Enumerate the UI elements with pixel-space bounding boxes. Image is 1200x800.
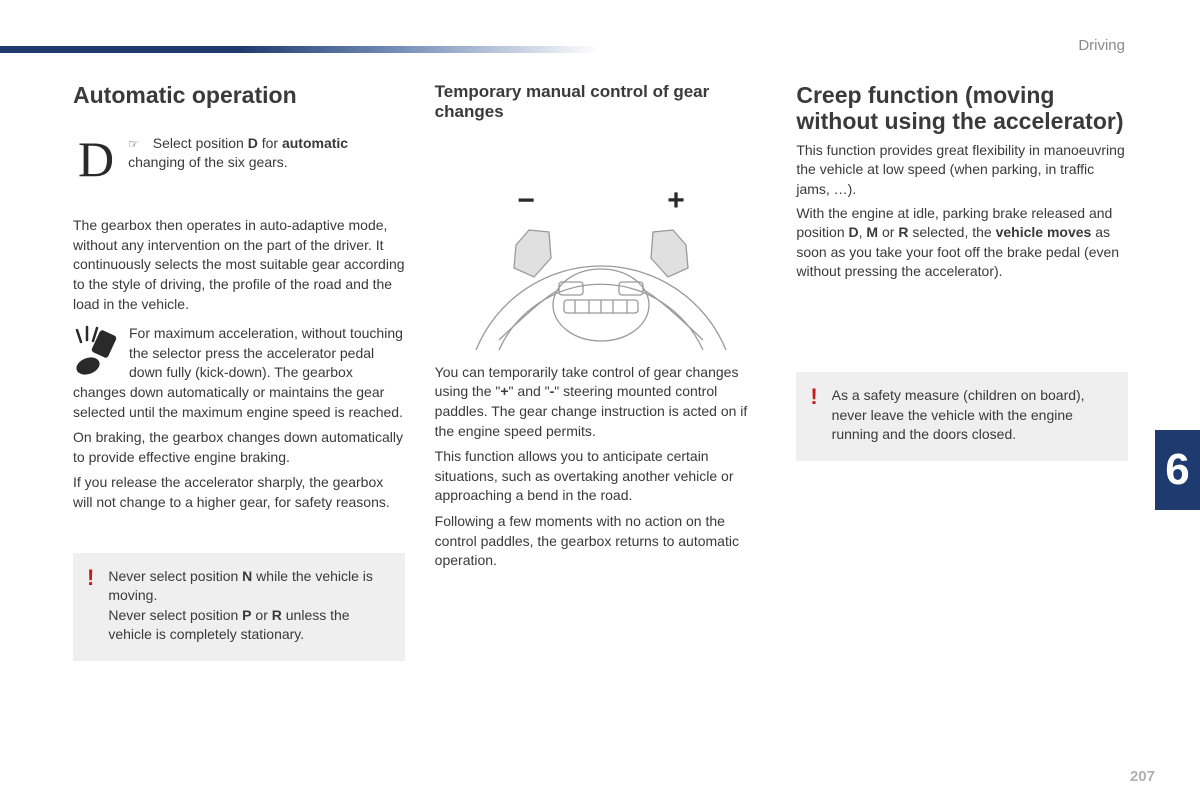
- t: changing of the six gears.: [128, 154, 288, 170]
- para-adaptive: The gearbox then operates in auto-adapti…: [73, 216, 405, 314]
- warning-text: Never select position N while the vehicl…: [108, 567, 386, 645]
- para-idle: With the engine at idle, parking brake r…: [796, 204, 1128, 282]
- t: or: [878, 224, 898, 240]
- t: P: [242, 607, 251, 623]
- para-return: Following a few moments with no action o…: [435, 512, 767, 571]
- para-paddles: You can temporarily take control of gear…: [435, 363, 767, 441]
- select-instruction: ☞ Select position D for automatic changi…: [128, 134, 405, 172]
- svg-text:+: +: [667, 184, 685, 217]
- para-flex: This function provides great flexibility…: [796, 141, 1128, 200]
- title-automatic: Automatic operation: [73, 82, 405, 108]
- steering-wheel-diagram: − +: [435, 135, 767, 355]
- t: for: [258, 135, 282, 151]
- gear-row: D ☞ Select position D for automatic chan…: [73, 134, 405, 172]
- content: Automatic operation D ☞ Select position …: [73, 82, 1128, 661]
- gear-indicator: D: [78, 134, 114, 184]
- t: " and ": [509, 383, 550, 399]
- para-kickdown: For maximum acceleration, without touchi…: [73, 324, 405, 422]
- t: R: [898, 224, 908, 240]
- top-banner: [0, 46, 600, 53]
- t: Never select position: [108, 568, 242, 584]
- t: or: [252, 607, 272, 623]
- t: M: [866, 224, 878, 240]
- warning-box-safety: ! As a safety measure (children on board…: [796, 372, 1128, 461]
- para-release: If you release the accelerator sharply, …: [73, 473, 405, 512]
- warning-box-neutral: ! Never select position N while the vehi…: [73, 553, 405, 661]
- warning-icon: !: [87, 567, 94, 589]
- chapter-tab: 6: [1155, 430, 1200, 510]
- section-label: Driving: [1078, 37, 1125, 54]
- para-braking: On braking, the gearbox changes down aut…: [73, 428, 405, 467]
- title-manual: Temporary manual control of gear changes: [435, 82, 767, 123]
- t: +: [500, 383, 508, 399]
- title-creep: Creep function (moving without using the…: [796, 82, 1128, 135]
- kickdown-icon: [73, 324, 121, 379]
- t: Select position: [153, 135, 248, 151]
- pointer-icon: ☞: [128, 137, 139, 151]
- t: D: [849, 224, 859, 240]
- t: D: [248, 135, 258, 151]
- t: For maximum acceleration, without touchi…: [73, 325, 403, 419]
- warning-text: As a safety measure (children on board),…: [832, 386, 1110, 445]
- t: Never select position: [108, 607, 242, 623]
- column-automatic: Automatic operation D ☞ Select position …: [73, 82, 405, 661]
- warning-icon: !: [810, 386, 817, 408]
- page-number: 207: [1130, 768, 1155, 785]
- t: N: [242, 568, 252, 584]
- svg-text:−: −: [517, 184, 535, 217]
- column-manual: Temporary manual control of gear changes: [435, 82, 767, 661]
- para-anticipate: This function allows you to anticipate c…: [435, 447, 767, 506]
- t: selected, the: [908, 224, 995, 240]
- t: automatic: [282, 135, 348, 151]
- column-creep: Creep function (moving without using the…: [796, 82, 1128, 661]
- t: vehicle moves: [996, 224, 1092, 240]
- t: R: [272, 607, 282, 623]
